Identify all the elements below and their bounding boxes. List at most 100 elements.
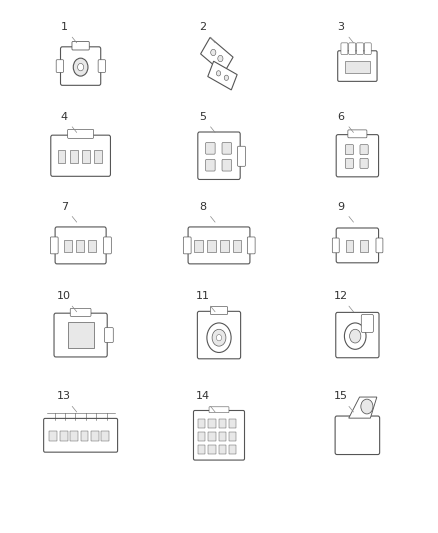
FancyBboxPatch shape (184, 237, 191, 254)
FancyBboxPatch shape (194, 410, 244, 460)
FancyBboxPatch shape (205, 159, 215, 171)
Polygon shape (201, 37, 233, 74)
FancyBboxPatch shape (76, 240, 84, 252)
FancyBboxPatch shape (44, 418, 117, 452)
FancyBboxPatch shape (105, 328, 113, 342)
FancyBboxPatch shape (88, 240, 96, 252)
FancyBboxPatch shape (72, 42, 89, 50)
Text: 9: 9 (337, 201, 353, 222)
FancyBboxPatch shape (360, 144, 368, 155)
FancyBboxPatch shape (209, 407, 229, 413)
FancyBboxPatch shape (210, 306, 228, 314)
FancyBboxPatch shape (208, 445, 215, 454)
FancyBboxPatch shape (208, 419, 215, 429)
FancyBboxPatch shape (60, 47, 101, 85)
FancyBboxPatch shape (60, 431, 67, 441)
FancyBboxPatch shape (51, 135, 110, 176)
FancyBboxPatch shape (82, 150, 90, 163)
FancyBboxPatch shape (208, 432, 215, 441)
FancyBboxPatch shape (233, 240, 241, 252)
Circle shape (216, 335, 222, 341)
FancyBboxPatch shape (58, 150, 66, 163)
Circle shape (216, 71, 221, 76)
FancyBboxPatch shape (94, 150, 102, 163)
FancyBboxPatch shape (55, 227, 106, 264)
FancyBboxPatch shape (198, 419, 205, 429)
FancyBboxPatch shape (198, 445, 205, 454)
FancyBboxPatch shape (247, 237, 255, 254)
FancyBboxPatch shape (205, 142, 215, 154)
FancyBboxPatch shape (357, 43, 364, 54)
Circle shape (212, 329, 226, 346)
FancyBboxPatch shape (219, 419, 226, 429)
FancyBboxPatch shape (222, 159, 232, 171)
FancyBboxPatch shape (345, 61, 370, 73)
FancyBboxPatch shape (219, 445, 226, 454)
FancyBboxPatch shape (341, 43, 348, 54)
FancyBboxPatch shape (345, 158, 353, 168)
FancyBboxPatch shape (56, 60, 64, 72)
Polygon shape (349, 397, 377, 418)
FancyBboxPatch shape (103, 237, 111, 254)
FancyBboxPatch shape (70, 150, 78, 163)
FancyBboxPatch shape (332, 238, 339, 253)
FancyBboxPatch shape (349, 43, 356, 54)
FancyBboxPatch shape (207, 240, 215, 252)
FancyBboxPatch shape (67, 130, 94, 139)
Text: 2: 2 (199, 22, 215, 43)
Text: 8: 8 (199, 201, 215, 222)
Text: 5: 5 (199, 112, 215, 133)
FancyBboxPatch shape (222, 142, 232, 154)
FancyBboxPatch shape (219, 432, 226, 441)
FancyBboxPatch shape (345, 144, 353, 155)
FancyBboxPatch shape (98, 60, 106, 72)
FancyBboxPatch shape (237, 146, 245, 166)
FancyBboxPatch shape (81, 431, 88, 441)
FancyBboxPatch shape (346, 240, 353, 252)
Text: 6: 6 (337, 112, 353, 133)
FancyBboxPatch shape (361, 314, 373, 333)
FancyBboxPatch shape (360, 240, 368, 252)
FancyBboxPatch shape (54, 313, 107, 357)
Text: 1: 1 (61, 22, 77, 43)
FancyBboxPatch shape (67, 322, 94, 348)
FancyBboxPatch shape (364, 43, 371, 54)
Circle shape (207, 323, 231, 352)
Text: 11: 11 (196, 291, 215, 312)
Circle shape (73, 58, 88, 76)
FancyBboxPatch shape (335, 416, 380, 455)
Circle shape (218, 55, 223, 62)
Text: 4: 4 (60, 112, 77, 133)
Polygon shape (208, 61, 237, 90)
FancyBboxPatch shape (348, 130, 367, 138)
FancyBboxPatch shape (198, 132, 240, 180)
Circle shape (361, 399, 373, 414)
Circle shape (350, 329, 361, 343)
FancyBboxPatch shape (101, 431, 109, 441)
Text: 15: 15 (334, 391, 353, 412)
FancyBboxPatch shape (64, 240, 71, 252)
Circle shape (344, 323, 366, 349)
FancyBboxPatch shape (360, 158, 368, 168)
FancyBboxPatch shape (50, 237, 58, 254)
Text: 14: 14 (195, 391, 215, 412)
FancyBboxPatch shape (194, 240, 202, 252)
FancyBboxPatch shape (70, 431, 78, 441)
FancyBboxPatch shape (188, 227, 250, 264)
FancyBboxPatch shape (376, 238, 383, 253)
FancyBboxPatch shape (229, 419, 236, 429)
FancyBboxPatch shape (229, 445, 236, 454)
Text: 7: 7 (60, 201, 77, 222)
FancyBboxPatch shape (91, 431, 99, 441)
FancyBboxPatch shape (49, 431, 57, 441)
FancyBboxPatch shape (336, 135, 378, 177)
FancyBboxPatch shape (338, 51, 377, 82)
Text: 13: 13 (57, 391, 77, 412)
Text: 3: 3 (337, 22, 353, 43)
Circle shape (211, 50, 216, 55)
Text: 10: 10 (57, 291, 77, 312)
Circle shape (224, 75, 229, 80)
FancyBboxPatch shape (336, 228, 378, 263)
FancyBboxPatch shape (198, 432, 205, 441)
Circle shape (78, 63, 84, 71)
